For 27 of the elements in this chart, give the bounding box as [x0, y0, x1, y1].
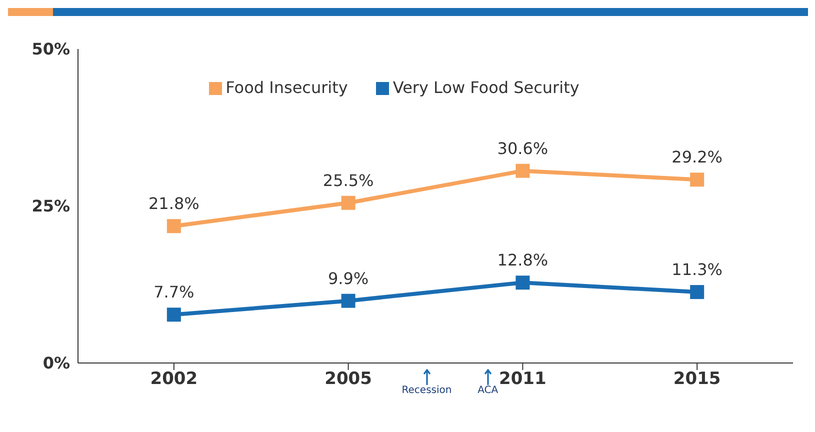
- legend-label: Very Low Food Security: [392, 78, 580, 97]
- point: [690, 285, 704, 300]
- point: [341, 196, 356, 210]
- text: ACA: [478, 385, 498, 396]
- point: [516, 164, 530, 178]
- point: [516, 276, 530, 290]
- x-tick-label: 2002: [150, 369, 198, 390]
- data-label: 11.3%: [672, 260, 722, 280]
- point: [166, 308, 181, 322]
- text: Recession: [400, 385, 453, 396]
- y-tick-label: 50%: [32, 40, 70, 59]
- data-label: 30.6%: [497, 138, 548, 158]
- x-tick-label: 2015: [673, 369, 721, 390]
- point: [166, 219, 181, 234]
- data-label: 21.8%: [148, 194, 200, 214]
- data-label: 7.7%: [154, 282, 194, 302]
- point: [341, 294, 356, 308]
- y-tick-label: 0%: [42, 354, 70, 373]
- point: [690, 172, 704, 187]
- x-tick-label: 2005: [324, 369, 372, 390]
- data-label: 29.2%: [672, 148, 722, 167]
- legend-label: Food Insecurity: [226, 78, 348, 97]
- data-label: 25.5%: [322, 170, 374, 190]
- x-tick-label: 2011: [499, 369, 546, 390]
- data-label: 12.8%: [497, 250, 548, 270]
- y-tick-label: 25%: [32, 196, 70, 216]
- data-label: 9.9%: [328, 268, 369, 288]
